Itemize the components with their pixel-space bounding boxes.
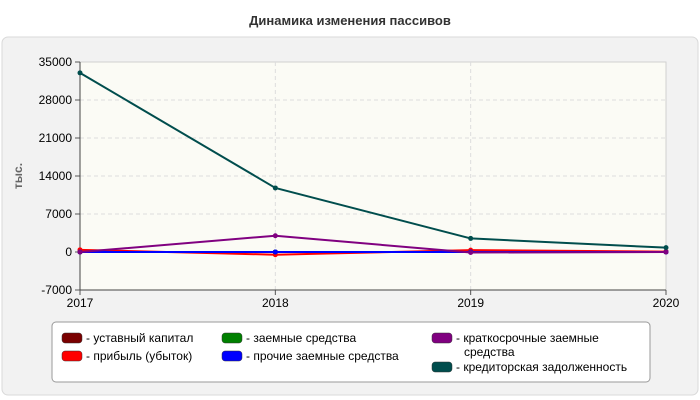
y-tick-label: 21000	[39, 131, 73, 145]
legend-label[interactable]: - заемные средства	[246, 331, 357, 345]
data-point	[468, 250, 474, 256]
legend-swatch[interactable]	[221, 350, 243, 362]
data-point	[468, 235, 474, 241]
x-tick-label: 2017	[67, 296, 94, 310]
y-tick-label: -7000	[41, 283, 72, 297]
y-tick-label: 0	[65, 245, 72, 259]
data-point	[272, 249, 278, 255]
data-point	[663, 245, 669, 251]
y-tick-label: 28000	[39, 93, 73, 107]
data-point	[77, 249, 83, 255]
legend-label[interactable]: - уставный капитал	[86, 331, 193, 345]
series-line-4	[79, 234, 667, 254]
series-layer	[77, 70, 669, 258]
legend-swatch[interactable]	[61, 350, 83, 362]
data-point	[77, 70, 83, 76]
data-point	[272, 233, 278, 239]
y-tick-label: 7000	[45, 207, 72, 221]
legend-swatch[interactable]	[431, 361, 453, 373]
legend-box	[51, 321, 651, 383]
data-point	[272, 185, 278, 191]
y-tick-label: 14000	[39, 169, 73, 183]
legend-label[interactable]: - краткосрочные заемные средства	[456, 331, 599, 359]
legend-label[interactable]: - прочие заемные средства	[246, 349, 399, 363]
legend: - уставный капитал - прибыль (убыток) - за…	[61, 331, 627, 374]
legend-swatch[interactable]	[61, 332, 83, 344]
chart-title: Динамика изменения пассивов	[249, 13, 451, 28]
legend-swatch[interactable]	[431, 332, 453, 344]
y-tick-label: 35000	[39, 55, 73, 69]
x-tick-label: 2018	[262, 296, 289, 310]
y-axis-label: тыс.	[11, 163, 25, 189]
legend-label[interactable]: - прибыль (убыток)	[86, 349, 192, 363]
x-tick-label: 2020	[653, 296, 680, 310]
legend-swatch[interactable]	[221, 332, 243, 344]
series-line-5	[79, 71, 667, 249]
x-tick-label: 2019	[457, 296, 484, 310]
data-point	[663, 249, 669, 255]
legend-label[interactable]: - кредиторская задолженность	[456, 360, 627, 374]
